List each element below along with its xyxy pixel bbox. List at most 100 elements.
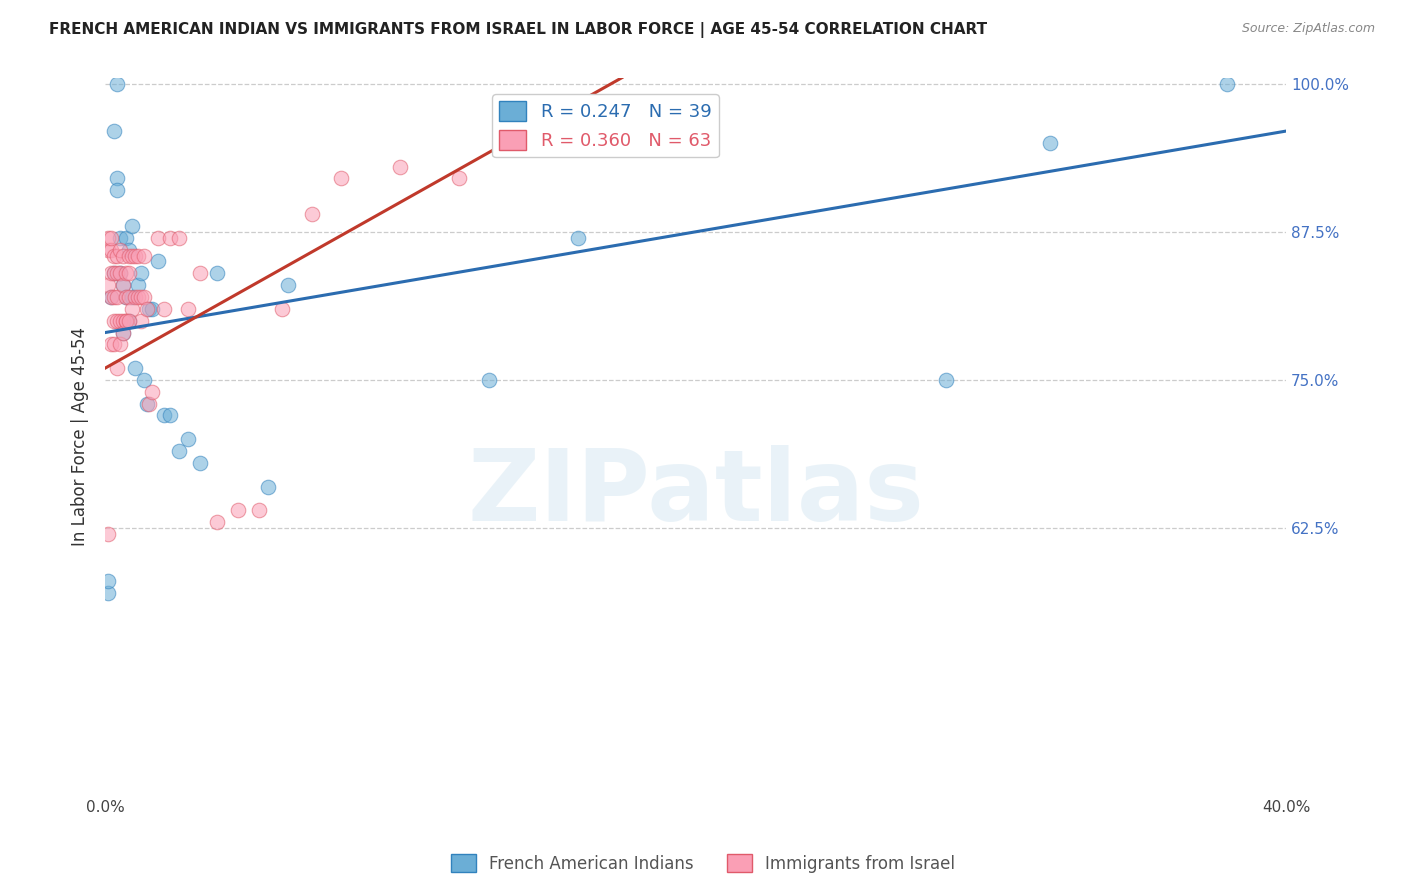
Point [118,314,141,328]
Point [103,337,125,351]
Point [108,337,131,351]
Point [247,503,270,517]
Point [108,231,131,245]
Point [97,527,120,541]
Point [111,326,134,340]
Point [115,231,138,245]
Point [121,219,143,233]
Point [167,231,190,245]
Point [177,432,200,446]
Point [124,361,146,376]
Point [105,361,128,376]
Point [188,456,211,470]
Point [108,243,131,257]
Point [127,290,149,304]
Point [121,301,143,316]
Point [124,290,146,304]
Legend: R = 0.247   N = 39, R = 0.360   N = 63: R = 0.247 N = 39, R = 0.360 N = 63 [492,94,718,157]
Point [567,231,589,245]
Point [97,278,120,293]
Point [100,337,122,351]
Point [148,254,170,268]
Point [115,314,138,328]
Point [207,515,229,529]
Point [207,266,229,280]
Point [108,266,131,280]
Point [135,301,157,316]
Text: ZIPatlas: ZIPatlas [467,445,924,542]
Point [118,243,141,257]
Point [118,314,141,328]
Point [153,409,176,423]
Point [167,444,190,458]
Point [129,314,152,328]
Point [129,290,152,304]
Point [124,248,146,262]
Point [103,248,125,262]
Point [105,171,128,186]
Point [111,278,134,293]
Point [111,326,134,340]
Point [478,373,501,387]
Point [105,290,128,304]
Point [100,243,122,257]
Point [115,266,138,280]
Point [188,266,211,280]
Point [159,409,181,423]
Point [127,248,149,262]
Text: FRENCH AMERICAN INDIAN VS IMMIGRANTS FROM ISRAEL IN LABOR FORCE | AGE 45-54 CORR: FRENCH AMERICAN INDIAN VS IMMIGRANTS FRO… [49,22,987,38]
Point [100,290,122,304]
Point [121,248,143,262]
Point [389,160,412,174]
Point [97,586,120,600]
Point [449,171,471,186]
Point [141,384,163,399]
Point [148,231,170,245]
Point [100,290,122,304]
Point [118,248,141,262]
Point [105,266,128,280]
Point [105,314,128,328]
Point [111,278,134,293]
Point [138,397,160,411]
Point [115,314,138,328]
Text: Source: ZipAtlas.com: Source: ZipAtlas.com [1241,22,1375,36]
Y-axis label: In Labor Force | Age 45-54: In Labor Force | Age 45-54 [72,326,89,546]
Point [105,183,128,197]
Point [226,503,249,517]
Point [115,290,138,304]
Point [177,301,200,316]
Point [103,266,125,280]
Point [97,243,120,257]
Point [935,373,957,387]
Point [330,171,353,186]
Point [127,278,149,293]
Point [118,266,141,280]
Point [1039,136,1062,150]
Point [1216,77,1239,91]
Point [153,301,176,316]
Point [103,124,125,138]
Point [105,77,128,91]
Point [132,248,155,262]
Point [159,231,181,245]
Point [97,231,120,245]
Point [138,301,160,316]
Point [103,266,125,280]
Point [103,290,125,304]
Point [271,301,294,316]
Point [108,266,131,280]
Legend: French American Indians, Immigrants from Israel: French American Indians, Immigrants from… [444,847,962,880]
Point [103,314,125,328]
Point [277,278,299,293]
Point [132,290,155,304]
Point [108,314,131,328]
Point [100,266,122,280]
Point [111,248,134,262]
Point [100,231,122,245]
Point [141,301,163,316]
Point [97,574,120,589]
Point [256,480,278,494]
Point [118,290,141,304]
Point [111,314,134,328]
